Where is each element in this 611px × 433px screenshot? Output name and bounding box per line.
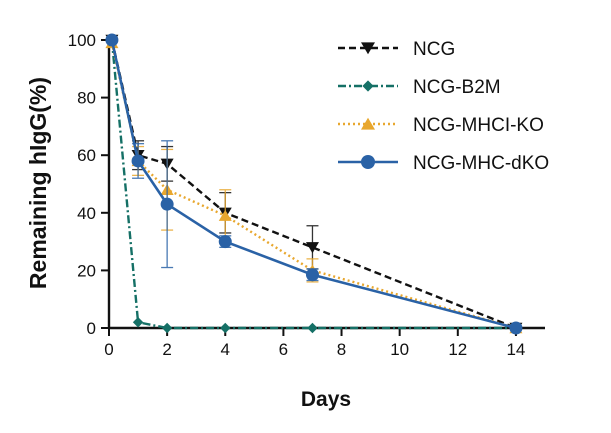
x-tick-label: 0 [104,340,113,359]
legend-marker [362,80,374,92]
data-point [220,322,231,334]
y-tick-label: 40 [77,204,96,223]
legend-item: NCG-B2M [338,77,501,98]
series-line [110,39,517,330]
legend-item: NCG [338,39,455,60]
y-tick-label: 0 [87,319,96,338]
series-layer [105,33,523,335]
data-point [218,235,232,249]
x-tick-label: 14 [506,340,525,359]
series-line [110,39,517,330]
legend-label: NCG-MHCI-KO [413,115,544,136]
series-line [110,39,516,330]
legend-marker [361,117,375,130]
data-point [218,209,232,221]
data-point [161,322,173,334]
x-axis-title: Days [301,388,351,411]
data-point [509,321,523,335]
legend-label: NCG-MHC-dKO [413,153,549,174]
data-point [105,33,119,47]
data-point [307,322,318,334]
y-tick-label: 20 [77,261,96,280]
y-axis-title: Remaining hIgG(%) [25,77,51,289]
data-point [132,317,144,328]
series-ncg-mhc-dko [105,33,523,335]
x-tick-label: 12 [448,340,467,359]
x-tick-label: 10 [390,340,409,359]
data-point [160,197,174,211]
x-tick-label: 8 [337,340,346,359]
data-point [305,268,319,282]
x-tick-label: 2 [162,340,171,359]
y-tick-label: 80 [77,89,96,108]
legend-marker [361,42,375,55]
legend-marker [361,155,375,169]
y-tick-label: 100 [68,31,96,50]
data-point [131,154,145,168]
x-tick-label: 4 [221,340,230,359]
legend-item: NCG-MHCI-KO [338,115,544,136]
data-point [305,242,319,254]
legend: NCG NCG-B2M NCG-MHCI-KO NCG-MHC-dKO [338,39,549,174]
legend-label: NCG-B2M [413,77,501,98]
x-tick-label: 6 [279,340,288,359]
legend-item: NCG-MHC-dKO [338,153,549,174]
y-tick-label: 60 [77,146,96,165]
axes: 0 2 4 6 8 10 12 14 0 20 40 60 80 100 [68,31,545,359]
legend-label: NCG [413,39,455,60]
